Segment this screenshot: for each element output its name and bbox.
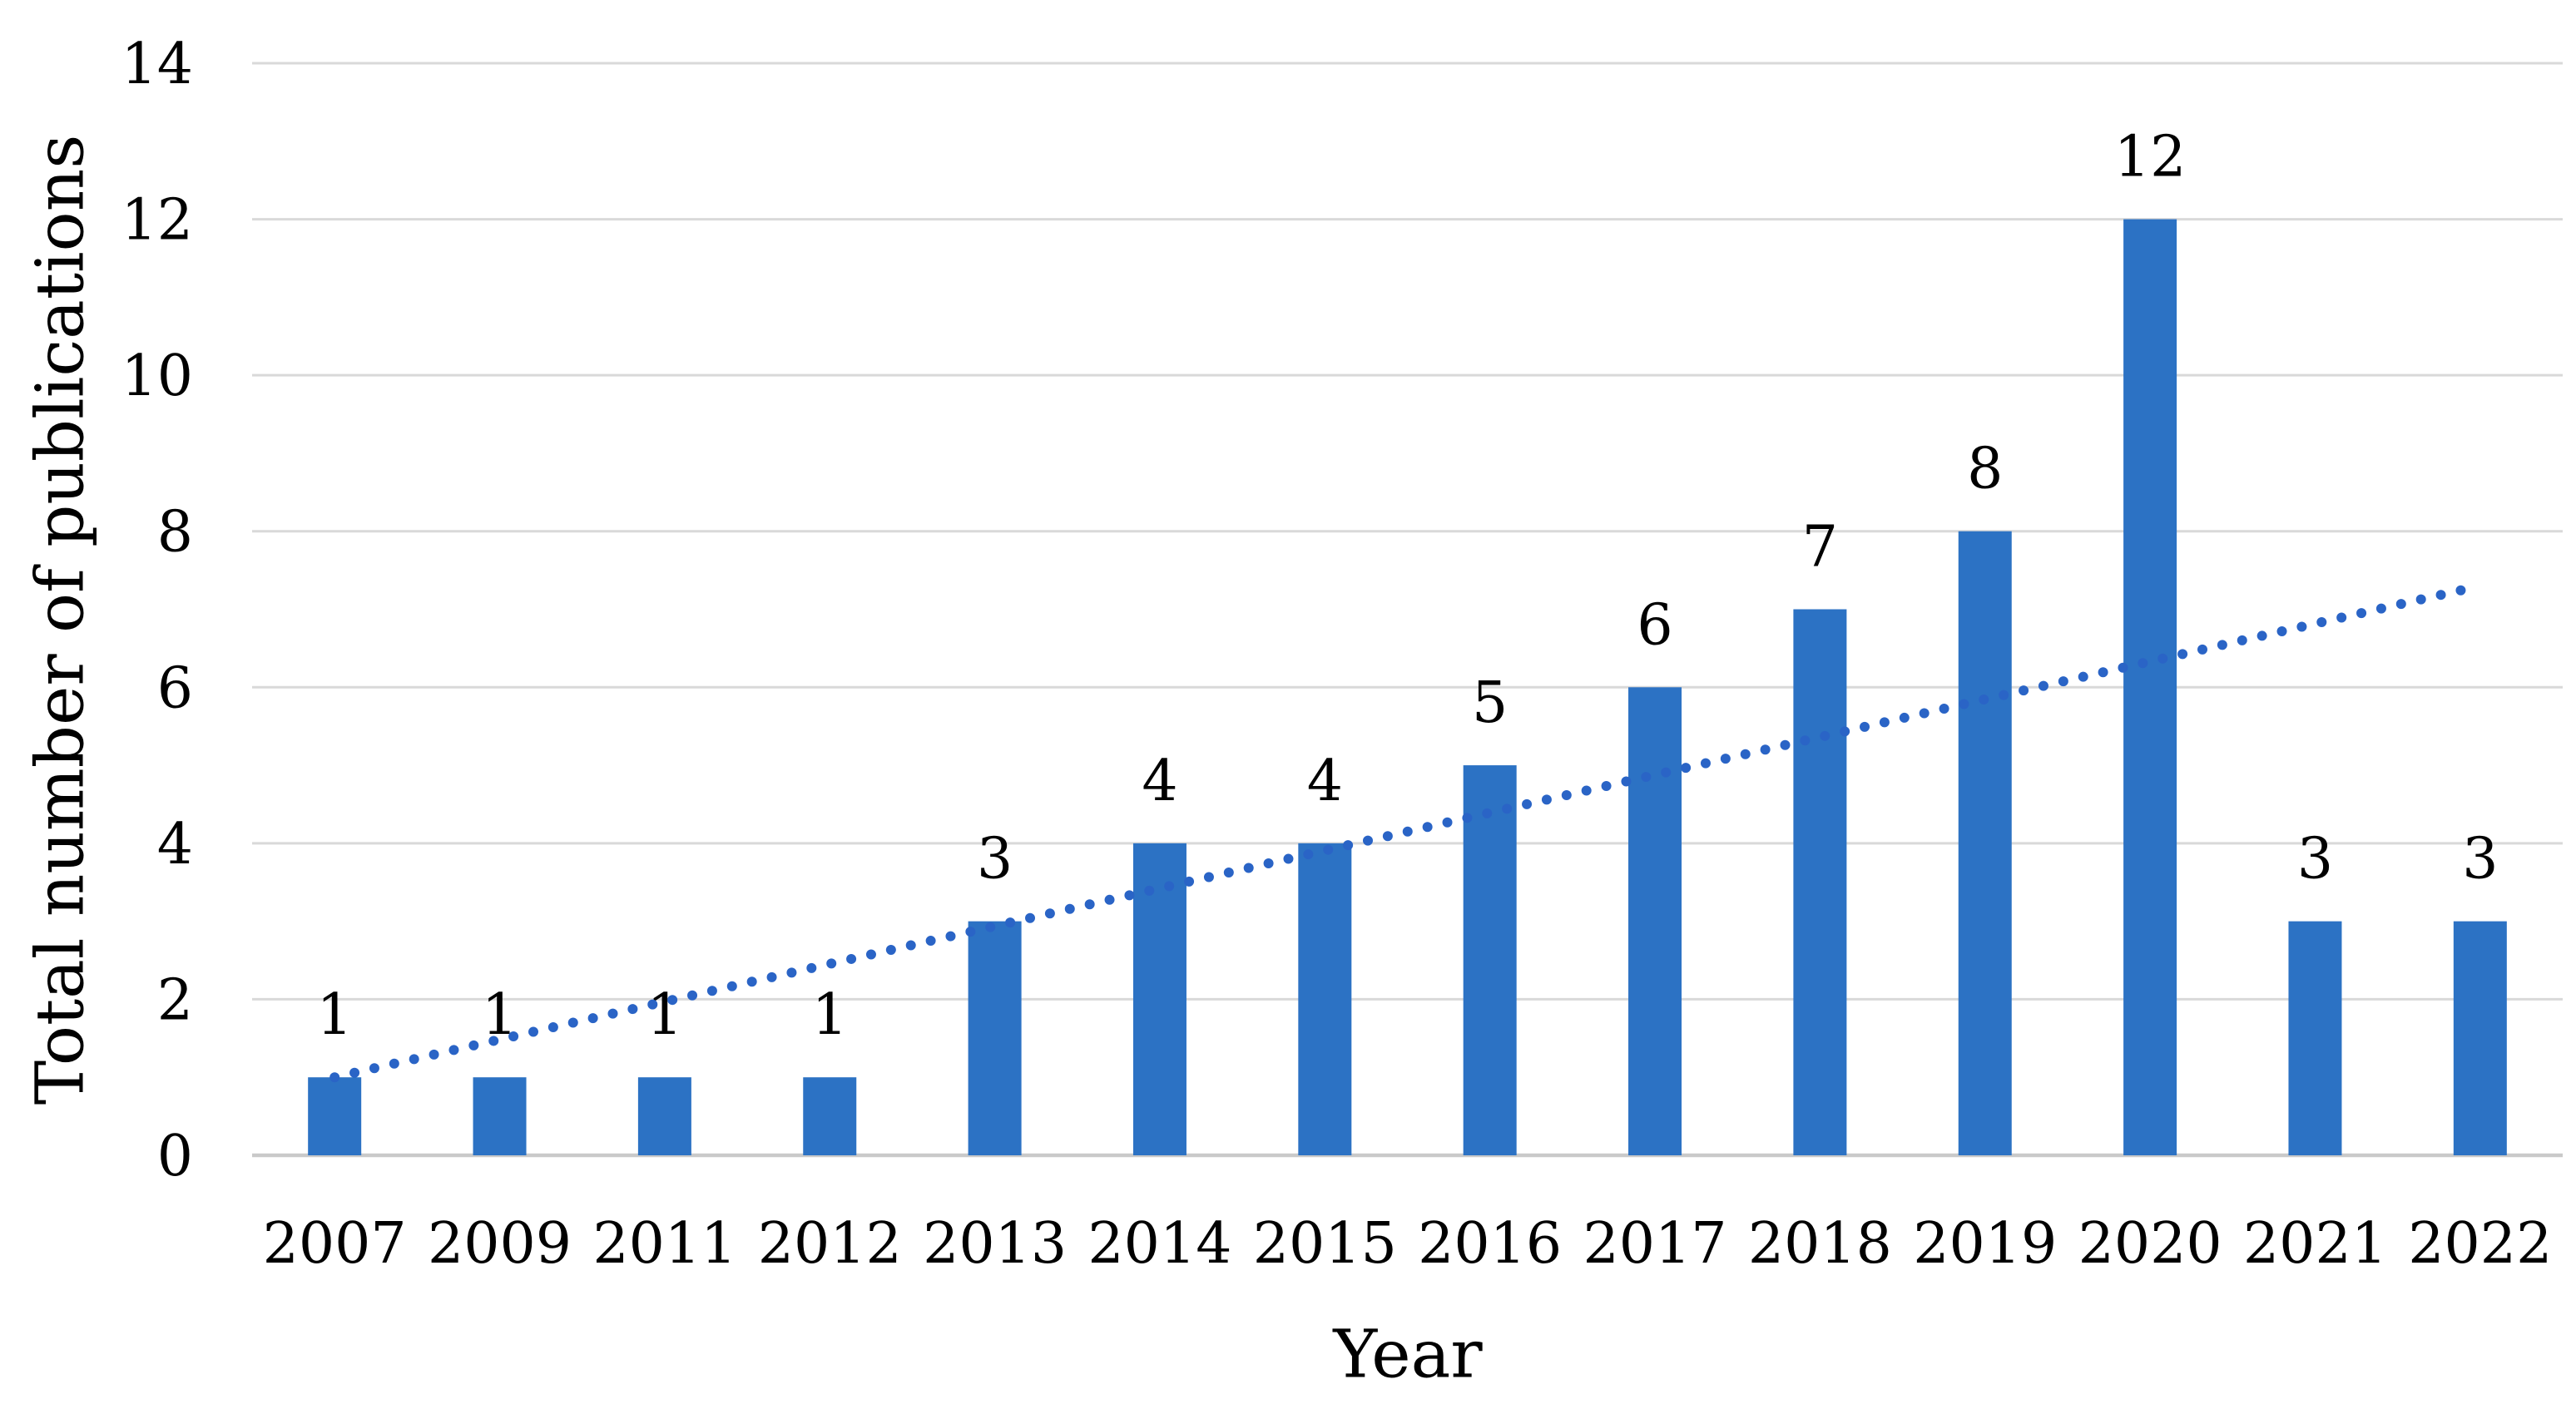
bar [2288,921,2342,1155]
bar-value-label: 1 [317,982,353,1048]
x-tick-label: 2021 [2243,1211,2387,1277]
bar [2453,921,2507,1155]
bar-value-label: 3 [977,827,1013,892]
y-tick-label: 14 [121,32,193,97]
bar [1958,531,2012,1155]
bar [1628,687,1682,1155]
bar [2123,219,2177,1156]
trendline [329,581,2485,1083]
y-tick-label: 12 [121,188,193,254]
x-tick-label: 2017 [1583,1211,1727,1277]
y-tick-label: 0 [157,1124,193,1189]
x-tick-label: 2012 [758,1211,902,1277]
bar-value-label: 3 [2462,827,2498,892]
x-tick-label: 2019 [1913,1211,2057,1277]
bar-value-label: 6 [1637,592,1672,658]
y-tick-label: 4 [157,812,193,878]
bar-value-label: 3 [2297,827,2333,892]
bar [1298,843,1352,1155]
y-tick-label: 2 [157,967,193,1033]
bar-value-label: 8 [1967,437,2003,502]
bar-value-label: 4 [1142,749,1177,814]
bar [473,1077,527,1155]
bar [803,1077,857,1155]
x-tick-label: 2018 [1748,1211,1892,1277]
bar [1793,609,1847,1155]
bar [1132,843,1186,1155]
bar [308,1077,362,1155]
y-tick-label: 10 [121,344,193,409]
x-tick-label: 2007 [263,1211,407,1277]
x-tick-label: 2015 [1253,1211,1397,1277]
bar-value-label: 4 [1307,749,1343,814]
bar-value-label: 7 [1802,515,1838,581]
y-tick-label: 8 [157,500,193,566]
bar [968,921,1022,1155]
x-tick-label: 2011 [592,1211,736,1277]
bar-value-label: 5 [1472,670,1508,736]
bar-value-label: 1 [812,982,848,1048]
x-tick-label: 2013 [923,1211,1067,1277]
bar [637,1077,691,1155]
y-tick-label: 6 [157,655,193,721]
x-tick-label: 2014 [1087,1211,1231,1277]
bar-value-label: 12 [2114,125,2187,190]
x-tick-label: 2016 [1418,1211,1562,1277]
bar [1463,765,1517,1155]
x-tick-label: 2020 [2078,1211,2222,1277]
x-tick-label: 2009 [428,1211,572,1277]
x-tick-label: 2022 [2408,1211,2552,1277]
x-axis-title: Year [1333,1315,1483,1393]
bar-value-label: 1 [646,982,682,1048]
